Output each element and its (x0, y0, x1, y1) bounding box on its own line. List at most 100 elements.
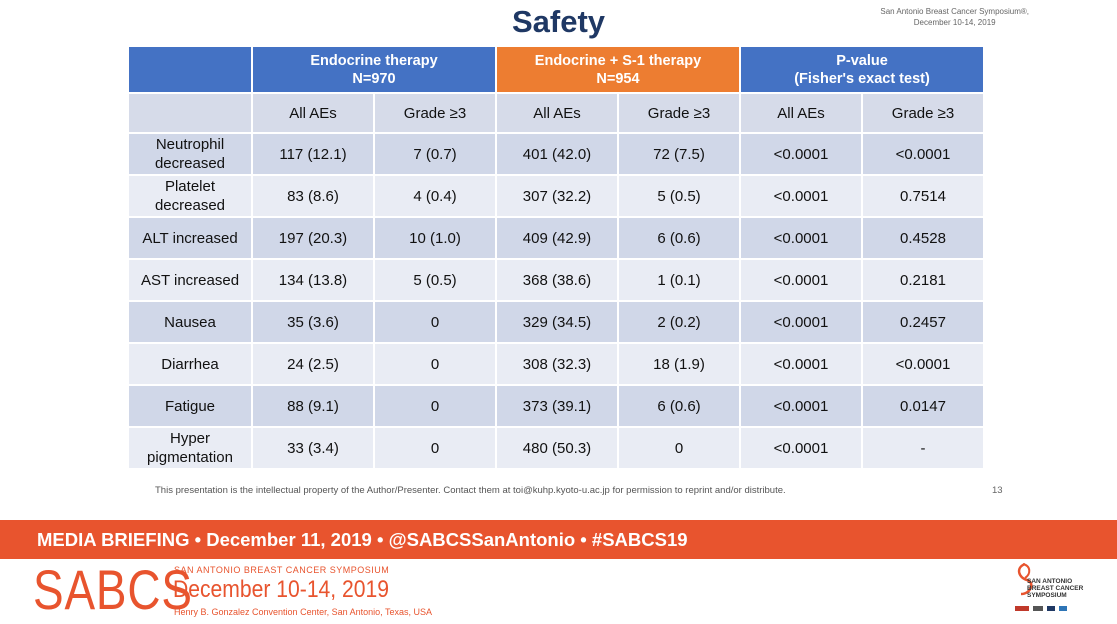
row-label: AST increased (127, 258, 253, 302)
table-cell: <0.0001 (861, 132, 985, 176)
corner-cell (127, 45, 253, 94)
group-n: (Fisher's exact test) (794, 70, 930, 87)
row-label: Neutrophil decreased (127, 132, 253, 176)
table-cell: 480 (50.3) (495, 426, 619, 470)
table-cell: 10 (1.0) (373, 216, 497, 260)
page-number: 13 (992, 485, 1003, 496)
logo-line: SAN ANTONIO (1027, 578, 1073, 585)
table-cell: <0.0001 (739, 300, 863, 344)
table-cell: 329 (34.5) (495, 300, 619, 344)
table-cell: 307 (32.2) (495, 174, 619, 218)
group-title: Endocrine therapy (310, 52, 438, 69)
group-header-endocrine-s1: Endocrine + S-1 therapy N=954 (495, 45, 741, 94)
table-cell: 0 (373, 342, 497, 386)
table-cell: <0.0001 (739, 174, 863, 218)
table-cell: 18 (1.9) (617, 342, 741, 386)
table-cell: 2 (0.2) (617, 300, 741, 344)
table-cell: 6 (0.6) (617, 216, 741, 260)
table-cell: 373 (39.1) (495, 384, 619, 428)
table-cell: 0 (373, 426, 497, 470)
table-cell: 1 (0.1) (617, 258, 741, 302)
conference-line-1: San Antonio Breast Cancer Symposium®, (880, 7, 1029, 16)
table-cell: 0.7514 (861, 174, 985, 218)
table-row: Hyper pigmentation 33 (3.4) 0 480 (50.3) 0 <0… (127, 426, 985, 470)
table-cell: 134 (13.8) (251, 258, 375, 302)
logo-caption: SAN ANTONIO BREAST CANCER SYMPOSIUM (1027, 578, 1083, 599)
row-label: Hyper pigmentation (127, 426, 253, 470)
subheader-cell: Grade ≥3 (861, 92, 985, 134)
subheader-cell: All AEs (251, 92, 375, 134)
table-row: Nausea 35 (3.6) 0 329 (34.5) 2 (0.2) <0.0001 0… (127, 300, 985, 344)
table-cell: <0.0001 (739, 258, 863, 302)
table-cell: 0 (373, 384, 497, 428)
copyright-note: This presentation is the intellectual pr… (155, 485, 786, 496)
table-row: Platelet decreased 83 (8.6) 4 (0.4) 307 (32… (127, 174, 985, 218)
table-cell: 368 (38.6) (495, 258, 619, 302)
table-cell: <0.0001 (739, 132, 863, 176)
subheader-empty (127, 92, 253, 134)
table-cell: 0.2181 (861, 258, 985, 302)
row-label: ALT increased (127, 216, 253, 260)
table-cell: <0.0001 (739, 216, 863, 260)
table-cell: 197 (20.3) (251, 216, 375, 260)
sabcs-ribbon-logo-icon (1015, 562, 1067, 611)
table-cell: 35 (3.6) (251, 300, 375, 344)
table-cell: <0.0001 (739, 342, 863, 386)
table-cell: 88 (9.1) (251, 384, 375, 428)
row-label: Fatigue (127, 384, 253, 428)
subheader-cell: All AEs (739, 92, 863, 134)
table-cell: 24 (2.5) (251, 342, 375, 386)
symposium-venue: Henry B. Gonzalez Convention Center, San… (174, 607, 432, 617)
row-label: Platelet decreased (127, 174, 253, 218)
table-row: Neutrophil decreased 117 (12.1) 7 (0.7) 401… (127, 132, 985, 176)
table-row: AST increased 134 (13.8) 5 (0.5) 368 (38.6)… (127, 258, 985, 302)
table-cell: 401 (42.0) (495, 132, 619, 176)
subheader-cell: Grade ≥3 (373, 92, 497, 134)
table-cell: 33 (3.4) (251, 426, 375, 470)
group-n: N=954 (596, 70, 640, 87)
group-header-p-value: P-value (Fisher's exact test) (739, 45, 985, 94)
subheader-cell: All AEs (495, 92, 619, 134)
table-cell: 117 (12.1) (251, 132, 375, 176)
logo-line: SYMPOSIUM (1027, 592, 1067, 599)
table-cell: 4 (0.4) (373, 174, 497, 218)
group-title: Endocrine + S-1 therapy (534, 52, 702, 69)
group-header-row: Endocrine therapy N=970 Endocrine + S-1 … (127, 45, 985, 94)
conference-info: San Antonio Breast Cancer Symposium®, De… (880, 6, 1029, 28)
table-cell: 0 (617, 426, 741, 470)
sabcs-wordmark: SABCS (33, 558, 193, 621)
symposium-name: SAN ANTONIO BREAST CANCER SYMPOSIUM (174, 565, 390, 575)
logo-line: BREAST CANCER (1027, 585, 1084, 592)
table-cell: 7 (0.7) (373, 132, 497, 176)
table-cell: 0.2457 (861, 300, 985, 344)
group-header-endocrine: Endocrine therapy N=970 (251, 45, 497, 94)
table-cell: 83 (8.6) (251, 174, 375, 218)
group-title: P-value (836, 52, 888, 69)
table-cell: <0.0001 (861, 342, 985, 386)
table-row: Diarrhea 24 (2.5) 0 308 (32.3) 18 (1.9) <0.00… (127, 342, 985, 386)
table-cell: 5 (0.5) (373, 258, 497, 302)
symposium-dates: December 10-14, 2019 (173, 576, 390, 603)
table-cell: 0 (373, 300, 497, 344)
conference-line-2: December 10-14, 2019 (913, 18, 996, 27)
row-label: Nausea (127, 300, 253, 344)
table-row: ALT increased 197 (20.3) 10 (1.0) 409 (42.9… (127, 216, 985, 260)
safety-table: Endocrine therapy N=970 Endocrine + S-1 … (127, 45, 985, 470)
row-label: Diarrhea (127, 342, 253, 386)
media-briefing-banner: MEDIA BRIEFING • December 11, 2019 • @SA… (0, 520, 1117, 559)
table-cell: - (861, 426, 985, 470)
table-cell: 6 (0.6) (617, 384, 741, 428)
table-cell: 0.0147 (861, 384, 985, 428)
banner-text: MEDIA BRIEFING • December 11, 2019 • @SA… (37, 529, 688, 550)
table-cell: <0.0001 (739, 426, 863, 470)
table-cell: 308 (32.3) (495, 342, 619, 386)
table-cell: 5 (0.5) (617, 174, 741, 218)
table-cell: 0.4528 (861, 216, 985, 260)
group-n: N=970 (352, 70, 396, 87)
subheader-cell: Grade ≥3 (617, 92, 741, 134)
table-row: Fatigue 88 (9.1) 0 373 (39.1) 6 (0.6) <0.0001… (127, 384, 985, 428)
table-cell: 72 (7.5) (617, 132, 741, 176)
table-body: Neutrophil decreased 117 (12.1) 7 (0.7) 401… (127, 132, 985, 470)
table-cell: <0.0001 (739, 384, 863, 428)
table-cell: 409 (42.9) (495, 216, 619, 260)
